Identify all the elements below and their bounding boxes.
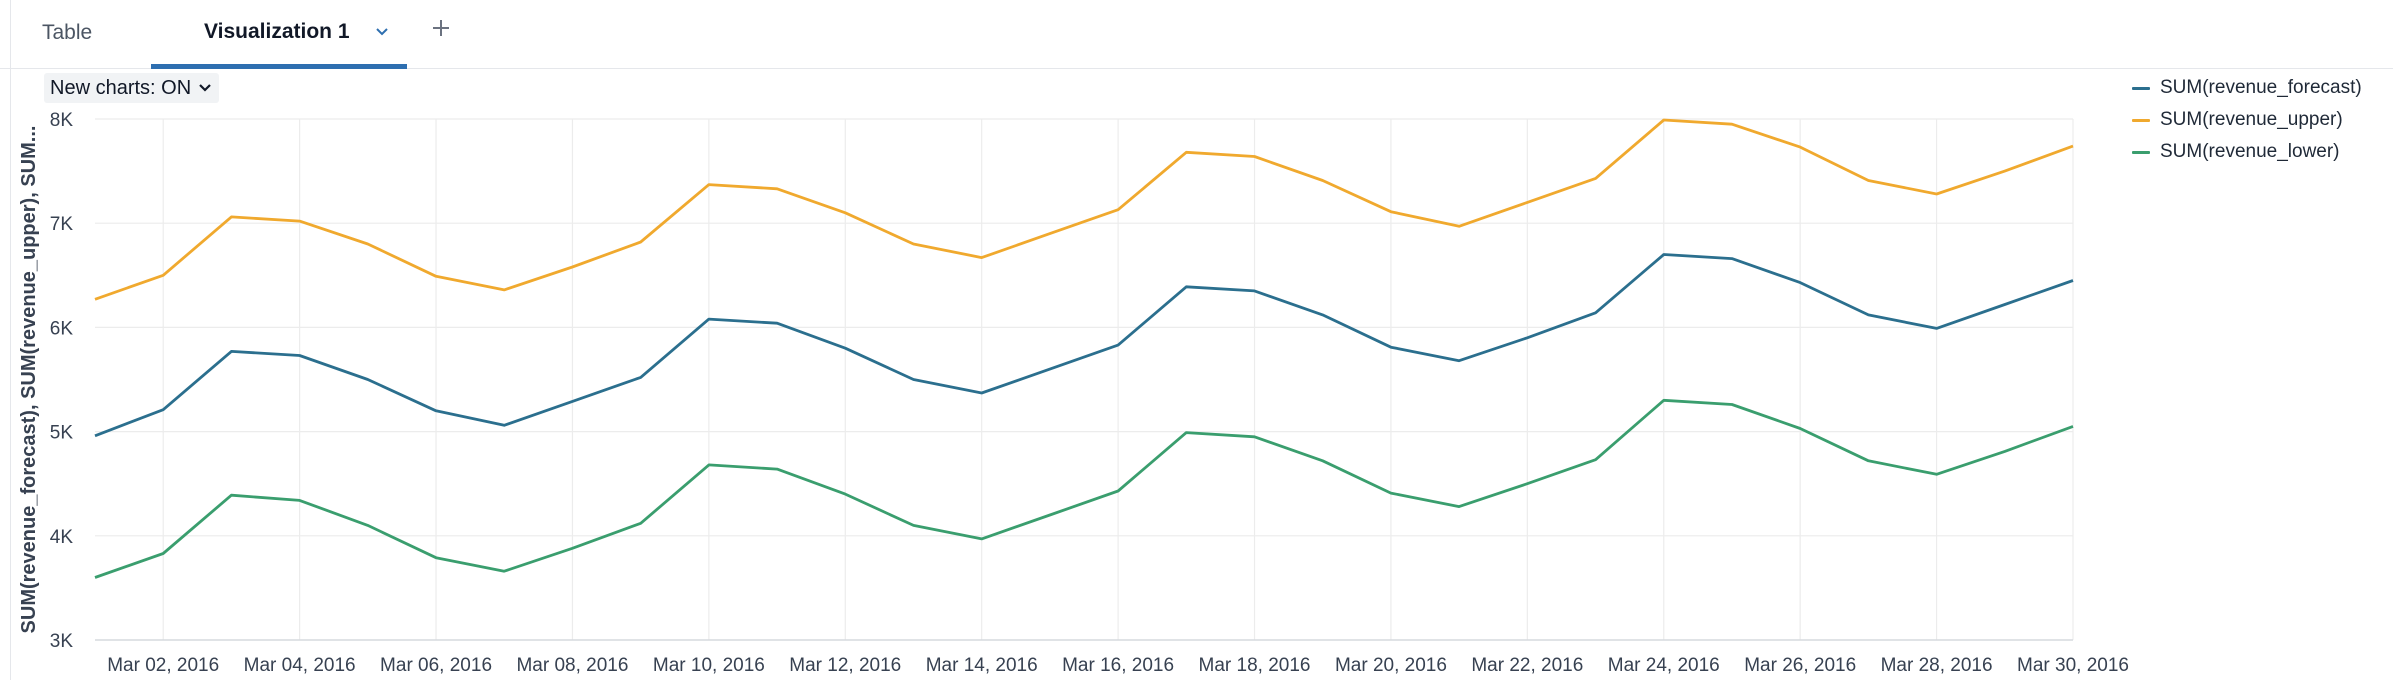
chevron-down-icon[interactable] xyxy=(374,24,390,40)
x-tick-label: Mar 06, 2016 xyxy=(380,655,492,676)
legend-label: SUM(revenue_upper) xyxy=(2160,109,2343,130)
legend-item-2[interactable]: SUM(revenue_lower) xyxy=(2132,136,2390,168)
y-tick-label: 5K xyxy=(50,423,74,444)
tab-bar: Table Visualization 1 xyxy=(0,0,2393,69)
x-tick-label: Mar 22, 2016 xyxy=(1471,655,1583,676)
x-tick-label: Mar 30, 2016 xyxy=(2017,655,2129,676)
add-tab-button[interactable] xyxy=(428,12,454,44)
x-tick-label: Mar 26, 2016 xyxy=(1744,655,1856,676)
legend-item-1[interactable]: SUM(revenue_upper) xyxy=(2132,104,2390,136)
y-tick-label: 7K xyxy=(50,214,74,235)
y-tick-label: 3K xyxy=(50,631,74,652)
x-tick-label: Mar 02, 2016 xyxy=(107,655,219,676)
x-tick-label: Mar 08, 2016 xyxy=(516,655,628,676)
x-tick-label: Mar 24, 2016 xyxy=(1608,655,1720,676)
grid-lines xyxy=(95,118,2074,641)
x-tick-label: Mar 10, 2016 xyxy=(653,655,765,676)
new-charts-toggle[interactable]: New charts: ON xyxy=(44,73,220,103)
tab-visualization-1[interactable]: Visualization 1 xyxy=(151,0,407,69)
legend-swatch xyxy=(2132,150,2150,154)
series-lines xyxy=(94,118,2074,579)
series-line-0[interactable] xyxy=(94,253,2074,438)
y-axis-ticks: 3K 4K 5K 6K 7K 8K xyxy=(50,110,74,652)
tab-visualization-1-label: Visualization 1 xyxy=(204,20,350,43)
y-tick-label: 4K xyxy=(50,527,74,548)
x-tick-label: Mar 18, 2016 xyxy=(1199,655,1311,676)
new-charts-toggle-label: New charts: ON xyxy=(50,76,192,99)
tab-table-label: Table xyxy=(42,21,93,44)
legend-swatch xyxy=(2132,86,2150,90)
y-axis-title: SUM(revenue_forecast), SUM(revenue_upper… xyxy=(18,126,40,634)
series-line-2[interactable] xyxy=(94,398,2074,579)
x-tick-label: Mar 14, 2016 xyxy=(926,655,1038,676)
x-tick-label: Mar 28, 2016 xyxy=(1881,655,1993,676)
legend-item-0[interactable]: SUM(revenue_forecast) xyxy=(2132,72,2390,104)
x-axis-ticks: Mar 02, 2016 Mar 04, 2016 Mar 06, 2016 Mar … xyxy=(107,655,2129,676)
plus-icon xyxy=(433,20,449,36)
y-tick-label: 6K xyxy=(50,318,74,339)
x-tick-label: Mar 04, 2016 xyxy=(244,655,356,676)
x-tick-label: Mar 12, 2016 xyxy=(789,655,901,676)
visualization-panel xyxy=(10,0,2393,680)
x-tick-label: Mar 16, 2016 xyxy=(1062,655,1174,676)
legend-label: SUM(revenue_forecast) xyxy=(2160,77,2362,98)
legend-label: SUM(revenue_lower) xyxy=(2160,141,2340,162)
tab-table[interactable]: Table xyxy=(42,0,92,66)
chevron-down-icon xyxy=(197,80,213,96)
series-line-1[interactable] xyxy=(94,118,2074,301)
y-tick-label: 8K xyxy=(50,110,74,131)
chart-legend: SUM(revenue_forecast) SUM(revenue_upper) S… xyxy=(2132,72,2390,168)
x-tick-label: Mar 20, 2016 xyxy=(1335,655,1447,676)
legend-swatch xyxy=(2132,118,2150,122)
